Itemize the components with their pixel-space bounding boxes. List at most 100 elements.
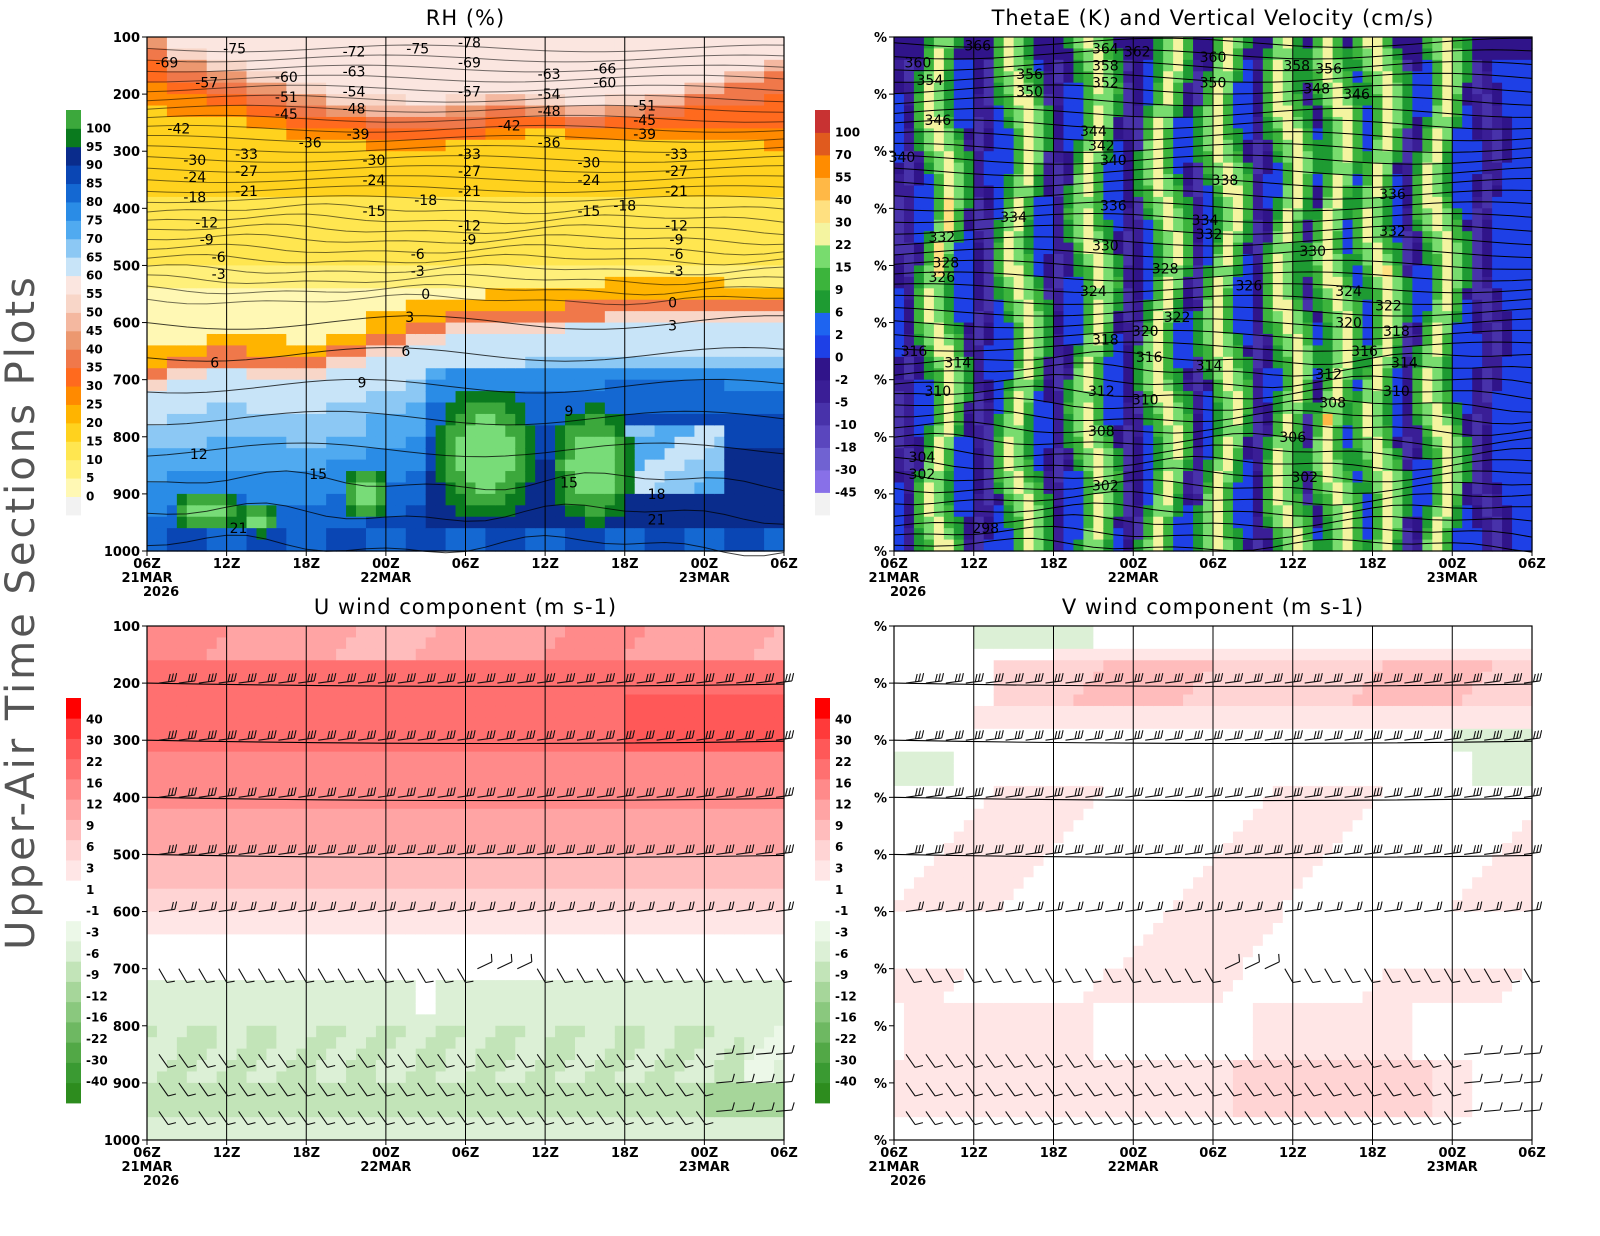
field-cell — [1033, 368, 1045, 381]
field-cell — [147, 368, 158, 381]
field-cell — [634, 196, 646, 209]
field-cell — [1242, 151, 1254, 164]
field-cell — [764, 128, 775, 141]
field-cell — [1163, 276, 1174, 289]
field-cell — [555, 333, 566, 346]
field-cell — [326, 185, 337, 198]
field-cell — [495, 379, 506, 392]
field-cell — [186, 265, 198, 278]
field-cell — [276, 231, 287, 244]
field-cell — [1013, 459, 1025, 472]
field-cell — [226, 539, 238, 552]
field-cell — [584, 528, 596, 541]
field-cell — [604, 82, 616, 95]
field-cell — [266, 139, 277, 152]
field-cell — [276, 196, 287, 209]
field-cell — [664, 128, 676, 141]
field-cell — [1272, 242, 1284, 255]
field-cell — [1113, 516, 1124, 529]
field-cell — [356, 59, 367, 72]
field-cell — [1073, 59, 1085, 72]
field-cell — [375, 505, 387, 518]
field-cell — [186, 48, 198, 61]
field-cell — [336, 208, 347, 221]
contour-label: -12 — [458, 218, 481, 234]
field-cell — [276, 379, 287, 392]
field-cell — [1013, 368, 1025, 381]
field-cell — [1013, 128, 1025, 141]
field-cell — [574, 436, 586, 449]
field-cell — [744, 174, 755, 187]
field-cell — [594, 379, 606, 392]
field-cell — [684, 482, 696, 495]
field-cell — [316, 139, 327, 152]
field-cell — [176, 105, 188, 118]
field-cell — [664, 265, 676, 278]
field-cell — [993, 391, 1005, 404]
field-cell — [1083, 208, 1094, 221]
field-cell — [574, 482, 586, 495]
field-cell — [485, 528, 496, 541]
field-cell — [1213, 94, 1224, 107]
field-cell — [754, 436, 765, 449]
field-cell — [545, 288, 556, 301]
field-cell — [415, 82, 427, 95]
field-cell — [545, 402, 556, 415]
field-cell — [485, 379, 496, 392]
field-cell — [405, 356, 417, 369]
field-cell — [296, 48, 307, 61]
field-cell — [1143, 174, 1154, 187]
field-cell — [1203, 219, 1214, 232]
field-cell — [216, 493, 228, 506]
field-cell — [147, 505, 158, 518]
field-cell — [584, 299, 596, 312]
field-cell — [744, 539, 755, 552]
field-cell — [1282, 539, 1294, 552]
field-cell — [1053, 254, 1065, 267]
field-cell — [485, 425, 496, 438]
field-cell — [634, 174, 646, 187]
field-cell — [1242, 516, 1254, 529]
field-cell — [505, 48, 516, 61]
field-cell — [1013, 82, 1025, 95]
field-cell — [1143, 265, 1154, 278]
field-cell — [604, 459, 616, 472]
field-cell — [216, 139, 228, 152]
field-cell — [754, 48, 765, 61]
colorbar-cell — [66, 183, 81, 203]
field-cell — [744, 505, 755, 518]
field-cell — [933, 242, 945, 255]
field-cell — [375, 299, 387, 312]
field-cell — [495, 196, 506, 209]
field-cell — [495, 276, 506, 289]
field-cell — [1053, 37, 1065, 50]
field-cell — [565, 482, 576, 495]
field-cell — [256, 48, 268, 61]
field-cell — [724, 539, 735, 552]
colorbar-cell — [66, 294, 81, 313]
field-cell — [584, 459, 596, 472]
field-cell — [246, 368, 258, 381]
colorbar-cell — [66, 202, 81, 221]
colorbar: 0510152025303540455055606570758085909510… — [66, 110, 111, 516]
field-cell — [1083, 528, 1094, 541]
field-cell — [156, 379, 168, 392]
field-cell — [923, 276, 935, 289]
field-cell — [774, 436, 785, 449]
field-cell — [1232, 528, 1244, 541]
field-cell — [1222, 265, 1234, 278]
field-cell — [465, 356, 477, 369]
field-cell — [1053, 311, 1065, 324]
field-cell — [943, 356, 955, 369]
field-cell — [1272, 37, 1284, 50]
field-cell — [505, 311, 516, 324]
field-cell — [1183, 37, 1194, 50]
field-cell — [236, 105, 248, 118]
field-cell — [156, 333, 168, 346]
field-cell — [933, 231, 945, 244]
field-cell — [326, 37, 337, 50]
field-cell — [545, 276, 556, 289]
field-cell — [555, 345, 566, 358]
field-cell — [415, 402, 427, 415]
field-cell — [694, 208, 705, 221]
